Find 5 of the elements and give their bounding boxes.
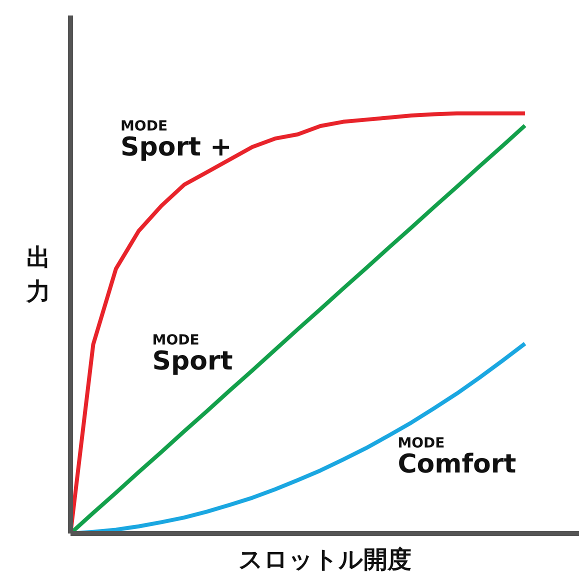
- y-axis-title: 出力: [26, 244, 50, 306]
- series-label: MODE Comfort: [398, 436, 516, 480]
- series-label: MODE Sport +: [120, 118, 232, 162]
- x-axis-title: スロットル開度: [238, 546, 412, 574]
- series-label: MODE Sport: [152, 332, 233, 377]
